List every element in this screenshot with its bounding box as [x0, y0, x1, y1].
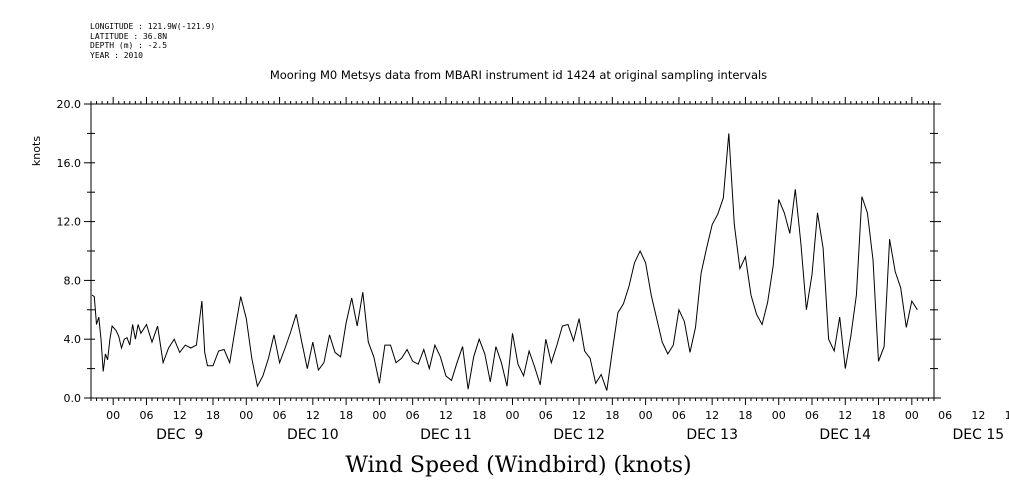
x-hour-tick-label: 06	[406, 409, 420, 422]
x-hour-tick-label: 06	[672, 409, 686, 422]
x-hour-tick-label: 00	[106, 409, 120, 422]
chart-footer-label: Wind Speed (Windbird) (knots)	[345, 453, 692, 478]
x-hour-tick-label: 06	[539, 409, 553, 422]
year-text: YEAR : 2010	[90, 50, 143, 60]
y-tick-label: 8.0	[64, 274, 82, 287]
metadata-block: LONGITUDE : 121.9W(-121.9) LATITUDE : 36…	[90, 22, 215, 60]
x-hour-tick-label: 06	[938, 409, 952, 422]
x-hour-tick-label: 12	[971, 409, 985, 422]
x-hour-tick-label: 00	[506, 409, 520, 422]
chart-title: Mooring M0 Metsys data from MBARI instru…	[269, 68, 768, 82]
x-hour-tick-label: 06	[273, 409, 287, 422]
x-hour-tick-label: 18	[206, 409, 220, 422]
x-hour-tick-label: 00	[239, 409, 253, 422]
x-hour-tick-label: 00	[639, 409, 653, 422]
x-hour-tick-label: 12	[838, 409, 852, 422]
x-hour-tick-label: 12	[439, 409, 453, 422]
y-tick-label: 16.0	[57, 157, 82, 170]
x-hour-tick-label: 12	[572, 409, 586, 422]
y-tick-label: 20.0	[57, 98, 82, 111]
y-tick-label: 12.0	[57, 216, 82, 229]
depth-text: DEPTH (m) : -2.5	[90, 41, 168, 50]
x-hour-tick-label: 06	[139, 409, 153, 422]
y-tick-label: 0.0	[64, 392, 82, 405]
x-hour-tick-label: 12	[705, 409, 719, 422]
x-hour-tick-label: 12	[306, 409, 320, 422]
x-day-label: DEC 15	[953, 427, 1005, 443]
x-day-label: DEC 9	[156, 427, 203, 443]
x-day-label: DEC 13	[686, 427, 738, 443]
y-tick-label: 4.0	[64, 333, 82, 346]
longitude-text: LONGITUDE : 121.9W(-121.9)	[90, 22, 216, 31]
x-day-label: DEC 12	[553, 427, 605, 443]
x-day-label: DEC 10	[287, 427, 339, 443]
x-hour-tick-label: 00	[905, 409, 919, 422]
x-hour-tick-label: 18	[738, 409, 752, 422]
y-axis-label: knots	[30, 136, 43, 166]
x-day-label: DEC 14	[819, 427, 871, 443]
x-day-label: DEC 11	[420, 427, 472, 443]
latitude-text: LATITUDE : 36.8N	[90, 31, 168, 41]
x-hour-tick-label: 00	[772, 409, 786, 422]
x-hour-tick-label: 00	[372, 409, 386, 422]
x-hour-tick-label: 18	[472, 409, 486, 422]
x-hour-tick-label: 18	[1005, 409, 1009, 422]
x-hour-tick-label: 06	[805, 409, 819, 422]
x-hour-tick-label: 18	[339, 409, 353, 422]
x-hour-tick-label: 18	[605, 409, 619, 422]
wind-speed-line	[91, 133, 918, 391]
x-hour-tick-label: 18	[872, 409, 886, 422]
x-hour-tick-label: 12	[173, 409, 187, 422]
